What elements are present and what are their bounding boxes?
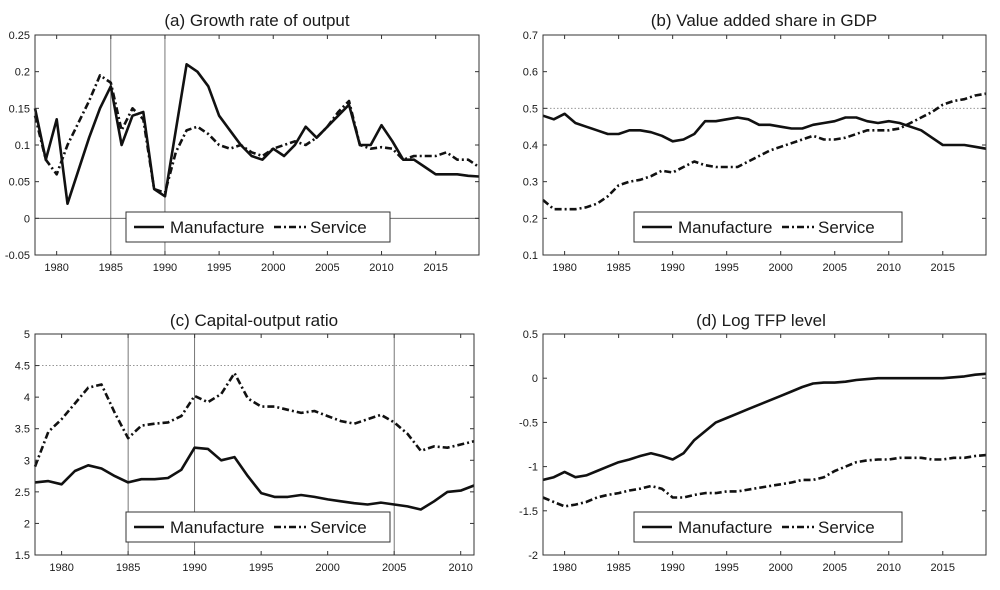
x-tick-label: 2005 (382, 562, 406, 574)
y-tick-label: 3.5 (15, 424, 30, 436)
y-tick-label: 0.25 (9, 30, 30, 42)
panel-d: (d) Log TFP level -2 -1.5 -1 -0.5 0 0.5 1980 19… (519, 311, 987, 574)
y-tick-label: 4.5 (15, 361, 30, 373)
legend-box (125, 211, 391, 243)
x-tick-label: 2000 (768, 262, 792, 274)
legend: Manufacture Service (125, 511, 391, 543)
x-tick-label: 1985 (99, 262, 123, 274)
y-tick-label: 3 (24, 455, 30, 467)
x-tick-label: 2015 (931, 562, 955, 574)
legend-label-service: Service (818, 218, 875, 237)
y-tick-label: 0.5 (523, 103, 538, 115)
series-line-service (33, 74, 480, 194)
x-tick-label: 1980 (552, 262, 576, 274)
x-tick-label: 1980 (44, 262, 68, 274)
panel-c: (c) Capital-output ratio 1.5 2 2.5 3 3.5 4 4.5… (15, 311, 475, 574)
y-tick-label: 0.05 (9, 177, 30, 189)
legend-box (125, 511, 391, 543)
y-tick-label: 0.2 (523, 213, 538, 225)
x-tick-label: 1995 (207, 262, 231, 274)
y-tick-label: -1.5 (519, 506, 538, 518)
y-tick-label: -0.05 (5, 250, 30, 262)
plot-frame (542, 333, 987, 556)
y-tick-label: 0.1 (15, 140, 30, 152)
y-tick-label: 1.5 (15, 550, 30, 562)
legend-label-service: Service (310, 218, 367, 237)
legend-label-manufacture: Manufacture (170, 218, 265, 237)
x-tick-label: 2005 (315, 262, 339, 274)
panel-title: (d) Log TFP level (696, 311, 826, 330)
plot-frame (34, 333, 475, 556)
legend: Manufacture Service (633, 211, 903, 243)
x-tick-label: 2010 (448, 562, 472, 574)
x-tick-label: 1985 (116, 562, 140, 574)
legend-label-service: Service (818, 518, 875, 537)
x-tick-label: 2015 (931, 262, 955, 274)
legend-label-manufacture: Manufacture (678, 218, 773, 237)
panel-title: (b) Value added share in GDP (651, 11, 877, 30)
y-tick-label: 0.2 (15, 67, 30, 79)
series-line-service (542, 453, 987, 508)
x-tick-label: 1980 (49, 562, 73, 574)
series-line-service (33, 371, 475, 468)
series-line-manufacture (542, 112, 987, 150)
y-tick-label: 0 (24, 213, 30, 225)
y-tick-label: 0 (532, 373, 538, 385)
y-tick-label: 0.1 (523, 250, 538, 262)
series-line-manufacture (34, 446, 475, 511)
y-tick-label: -1 (528, 462, 538, 474)
y-tick-label: 4 (24, 392, 30, 404)
panel-a: (a) Growth rate of output -0.05 0 0.05 0.1 0… (5, 11, 480, 274)
x-tick-label: 1995 (714, 562, 738, 574)
x-tick-label: 2010 (877, 262, 901, 274)
panel-title: (c) Capital-output ratio (170, 311, 338, 330)
y-tick-label: -0.5 (519, 417, 538, 429)
series-line-service (542, 92, 987, 211)
x-tick-label: 2000 (768, 562, 792, 574)
x-tick-label: 2005 (822, 262, 846, 274)
x-tick-label: 1990 (660, 262, 684, 274)
y-tick-label: 5 (24, 329, 30, 341)
x-tick-label: 2010 (369, 262, 393, 274)
legend-box (633, 211, 903, 243)
series-line-manufacture (542, 372, 987, 482)
legend-label-manufacture: Manufacture (170, 518, 265, 537)
y-tick-label: 2 (24, 518, 30, 530)
legend-label-service: Service (310, 518, 367, 537)
legend-label-manufacture: Manufacture (678, 518, 773, 537)
series-line-manufacture (33, 63, 480, 205)
y-tick-label: 0.7 (523, 30, 538, 42)
x-tick-label: 2000 (315, 562, 339, 574)
y-tick-label: 0.3 (523, 177, 538, 189)
y-tick-label: 0.4 (523, 140, 538, 152)
y-tick-label: 0.6 (523, 67, 538, 79)
y-tick-label: 0.5 (523, 329, 538, 341)
x-tick-label: 1985 (606, 262, 630, 274)
legend: Manufacture Service (125, 211, 391, 243)
x-tick-label: 2005 (822, 562, 846, 574)
x-tick-label: 2015 (423, 262, 447, 274)
panel-title: (a) Growth rate of output (164, 11, 349, 30)
y-tick-label: 2.5 (15, 487, 30, 499)
x-tick-label: 2000 (261, 262, 285, 274)
x-tick-label: 1990 (153, 262, 177, 274)
y-tick-label: -2 (528, 550, 538, 562)
x-tick-label: 1985 (606, 562, 630, 574)
x-tick-label: 2010 (877, 562, 901, 574)
legend: Manufacture Service (633, 511, 903, 543)
legend-box (633, 511, 903, 543)
x-tick-label: 1980 (552, 562, 576, 574)
x-tick-label: 1995 (249, 562, 273, 574)
y-tick-label: 0.15 (9, 103, 30, 115)
panel-b: (b) Value added share in GDP 0.1 0.2 0.3 0.… (523, 11, 987, 274)
x-tick-label: 1995 (714, 262, 738, 274)
x-tick-label: 1990 (182, 562, 206, 574)
x-tick-label: 1990 (660, 562, 684, 574)
